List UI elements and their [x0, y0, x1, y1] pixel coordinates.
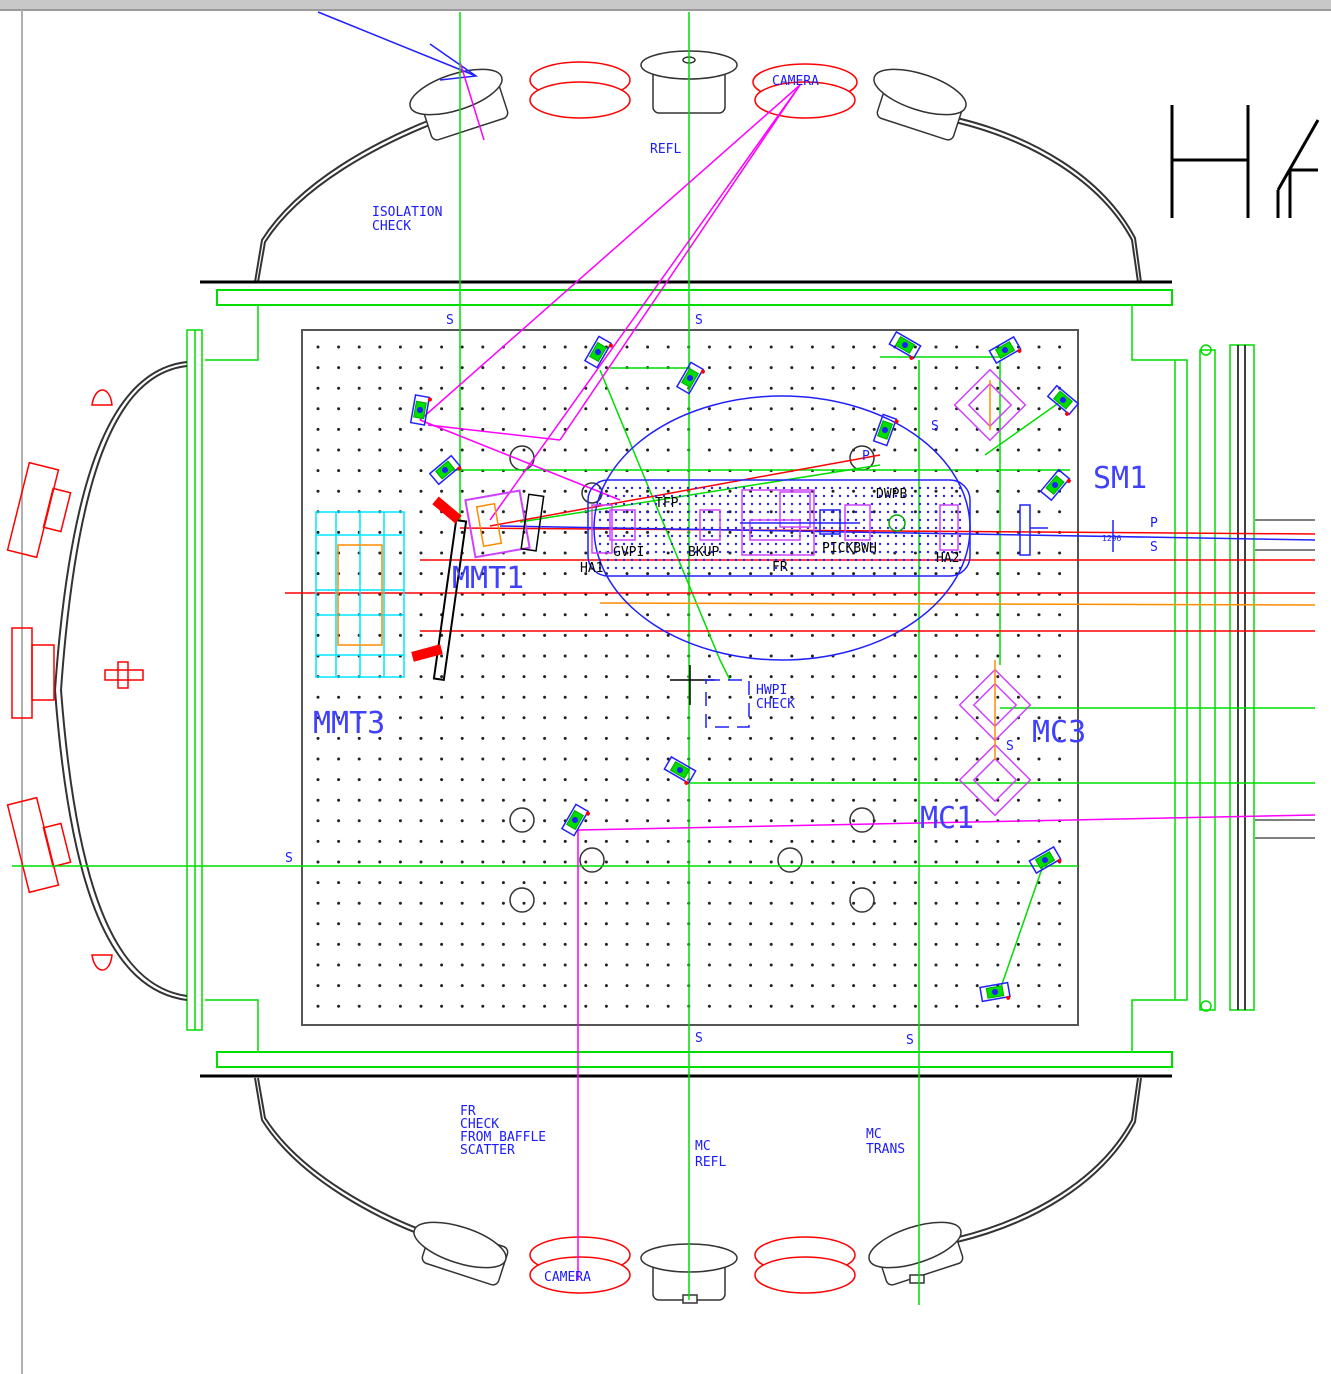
bkup-label: BKUP — [688, 545, 719, 560]
camera-top-label: CAMERA — [772, 74, 819, 89]
mode-cleaner-mirrors — [953, 368, 1032, 817]
ha2-label: HA2 — [936, 551, 959, 566]
gvpi-label: GVPI — [613, 545, 644, 560]
hwpi-check-marker — [670, 665, 750, 728]
mirror-mount-icon — [428, 454, 462, 486]
mc-trans-line1: MC — [866, 1127, 882, 1142]
s-mark-right: S — [1150, 540, 1158, 555]
mirror-mount-icon — [409, 394, 432, 426]
refl-top-label: REFL — [650, 142, 681, 157]
incoming-beam-arrow — [317, 11, 479, 81]
isolation-check-label-line2: CHECK — [372, 219, 411, 234]
tfp-label: TFP — [655, 496, 679, 511]
mirror-mounts — [409, 330, 1080, 1003]
left-chamber-arc — [53, 361, 188, 1001]
hwpi-check-line1: HWPI — [756, 683, 787, 698]
mc-refl-line2: REFL — [695, 1155, 726, 1170]
diagram-labels: ISOLATION CHECK REFL CAMERA CAMERA FR CH… — [285, 74, 1158, 1285]
mc-trans-line2: TRANS — [866, 1142, 905, 1157]
pickbwh-label: PICKBWH — [822, 541, 877, 556]
fr-label: FR — [772, 560, 788, 575]
s-mark-4: S — [695, 1031, 703, 1046]
s-mark-6: S — [931, 419, 939, 434]
mirror-mount-icon — [675, 361, 705, 395]
s-mark-mc: S — [1006, 739, 1014, 754]
mirror-mount-icon — [560, 803, 590, 837]
fr-check-line4: SCATTER — [460, 1143, 515, 1158]
mmt1-label: MMT1 — [452, 561, 524, 596]
green-beam-lines — [12, 12, 1315, 1305]
fr-check-line1: FR — [460, 1104, 476, 1119]
s-mark-2: S — [695, 313, 703, 328]
mirror-mount-icon — [583, 335, 613, 369]
mirror-mount-icon — [979, 981, 1011, 1003]
hwpi-check-line2: CHECK — [756, 697, 795, 712]
isolator-breadboard — [587, 479, 971, 577]
fr-check-line2: CHECK — [460, 1117, 499, 1132]
chamber-walls — [186, 305, 1255, 1052]
mirror-mount-icon — [1046, 384, 1080, 416]
s-mark-3: S — [285, 851, 293, 866]
magenta-mark — [459, 61, 485, 141]
mirror-mount-icon — [663, 755, 697, 785]
bottom-chamber-dome — [254, 1077, 1142, 1243]
s-mark-5: S — [906, 1033, 914, 1048]
p-mark-left: P — [862, 449, 870, 464]
tiny-label: 1296 — [1102, 534, 1121, 543]
p-mark-right: P — [1150, 516, 1158, 531]
mirror-mount-icon — [1028, 845, 1062, 875]
mmt3-label: MMT3 — [313, 706, 385, 741]
mc3-label: MC3 — [1032, 715, 1086, 750]
mirror-mount-icon — [888, 330, 922, 360]
bottom-viewport-cans — [413, 1221, 964, 1304]
mirror-mount-icon — [1039, 468, 1071, 502]
mc-refl-line1: MC — [695, 1139, 711, 1154]
s-mark-1: S — [446, 313, 454, 328]
camera-bottom-label: CAMERA — [544, 1270, 591, 1285]
chamber-flanges — [200, 280, 1173, 1078]
magenta-beam-lines — [419, 84, 1316, 1280]
left-viewports — [6, 389, 144, 971]
top-chamber-dome — [254, 117, 1142, 283]
mc1-label: MC1 — [920, 801, 974, 836]
sm1-label: SM1 — [1093, 461, 1147, 496]
ha1-label: HA1 — [580, 561, 603, 576]
mmt1-mount — [411, 489, 545, 682]
isolation-check-label-line1: ISOLATION — [372, 205, 442, 220]
mmt3-mount — [315, 511, 405, 678]
mirror-mount-icon — [988, 335, 1022, 365]
dwpb-label: DWPB — [876, 487, 907, 502]
fr-check-line3: FROM BAFFLE — [460, 1130, 546, 1145]
big-partial-letters — [1170, 105, 1320, 218]
right-pickoff — [1019, 504, 1315, 839]
mirror-mount-icon — [872, 413, 899, 447]
top-viewport-cans — [409, 50, 967, 141]
